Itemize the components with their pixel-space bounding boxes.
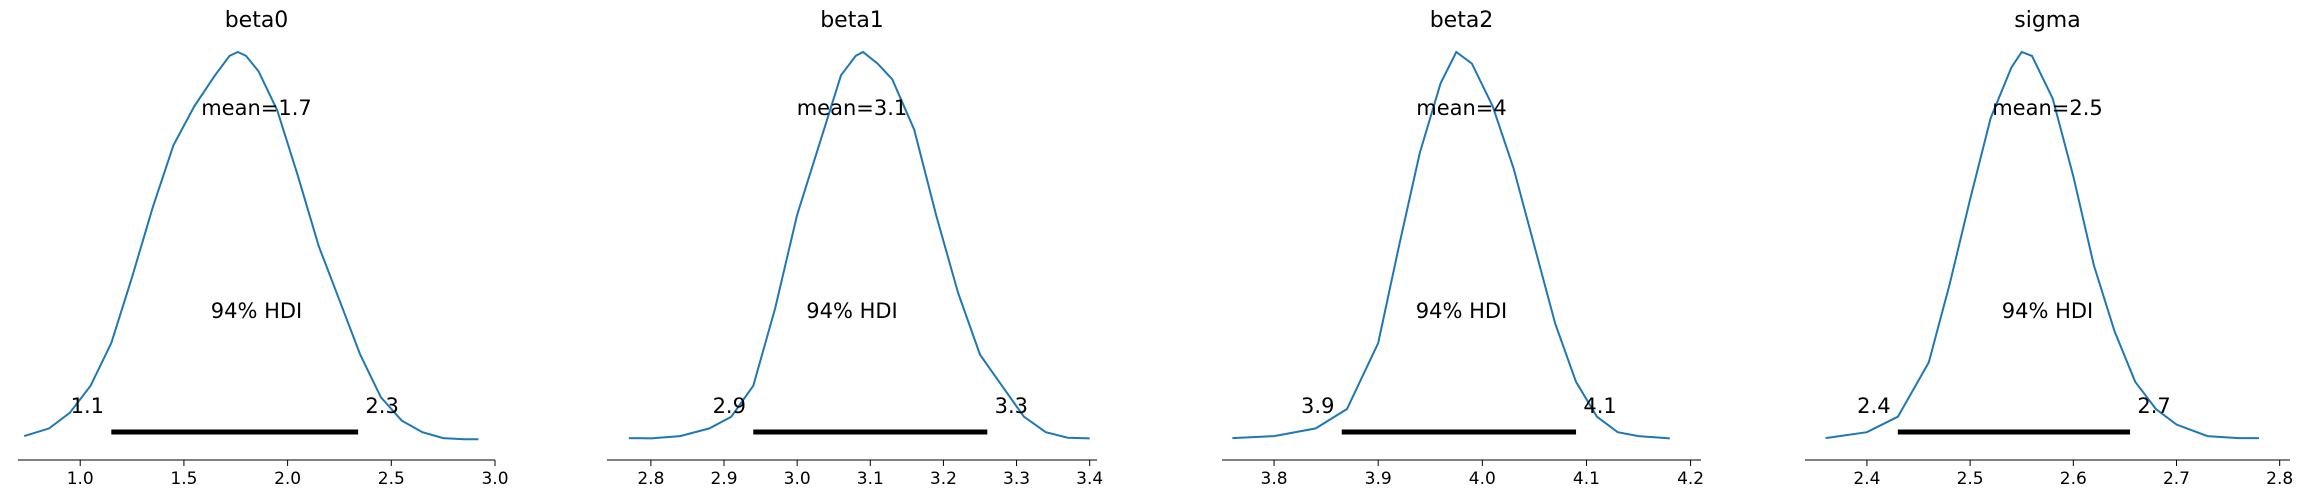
x-tick-label: 3.2 — [930, 469, 957, 489]
panel-title: beta1 — [820, 8, 884, 33]
x-tick-label: 3.8 — [1261, 469, 1288, 489]
panel-beta1: beta1 mean=3.1 94% HDI 2.9 3.3 2.8 2.9 3.0 3.1 3.… — [607, 8, 1103, 489]
x-tick-label: 3.4 — [1076, 469, 1103, 489]
hdi-lower-label: 1.1 — [71, 394, 104, 418]
x-tick-label: 2.4 — [1853, 469, 1880, 489]
x-tick-label: 4.1 — [1573, 469, 1600, 489]
hdi-label: 94% HDI — [2002, 299, 2094, 323]
x-tick-label: 1.5 — [170, 469, 197, 489]
density-line — [1825, 50, 2259, 440]
panel-beta0: beta0 mean=1.7 94% HDI 1.1 2.3 1.0 1.5 2.0 2.5 3.… — [18, 8, 509, 489]
x-tick-label: 2.7 — [2163, 469, 2190, 489]
hdi-upper-label: 2.7 — [2137, 394, 2170, 418]
density-line — [628, 50, 1090, 440]
x-tick-label: 2.6 — [2060, 469, 2087, 489]
panel-sigma: sigma mean=2.5 94% HDI 2.4 2.7 2.4 2.5 2.6 2.7 2.… — [1805, 8, 2293, 489]
x-tick-label: 4.2 — [1677, 469, 1704, 489]
x-tick-label: 3.0 — [481, 469, 508, 489]
panel-title: sigma — [2014, 8, 2080, 33]
x-tick-label: 1.0 — [67, 469, 94, 489]
mean-label: mean=1.7 — [201, 96, 312, 120]
x-tick-label: 3.9 — [1365, 469, 1392, 489]
x-tick-label: 2.5 — [1957, 469, 1984, 489]
density-line — [23, 50, 479, 441]
x-tick-label: 3.0 — [784, 469, 811, 489]
hdi-upper-label: 3.3 — [995, 394, 1028, 418]
x-tick-label: 3.3 — [1003, 469, 1030, 489]
hdi-label: 94% HDI — [1416, 299, 1508, 323]
density-line — [1232, 50, 1670, 440]
panel-beta2: beta2 mean=4 94% HDI 3.9 4.1 3.8 3.9 4.0 4.1 4.2 — [1222, 8, 1704, 489]
hdi-lower-label: 3.9 — [1301, 394, 1334, 418]
hdi-label: 94% HDI — [211, 299, 303, 323]
x-tick-label: 2.8 — [637, 469, 664, 489]
hdi-lower-label: 2.4 — [1857, 394, 1890, 418]
x-tick-label: 2.8 — [2266, 469, 2293, 489]
hdi-lower-label: 2.9 — [713, 394, 746, 418]
x-tick-label: 3.1 — [857, 469, 884, 489]
x-tick-label: 2.9 — [710, 469, 737, 489]
mean-label: mean=4 — [1416, 96, 1507, 120]
mean-label: mean=2.5 — [1992, 96, 2103, 120]
mean-label: mean=3.1 — [797, 96, 908, 120]
x-tick-label: 2.0 — [274, 469, 301, 489]
hdi-upper-label: 2.3 — [365, 394, 398, 418]
hdi-upper-label: 4.1 — [1583, 394, 1616, 418]
x-tick-label: 4.0 — [1469, 469, 1496, 489]
x-tick-label: 2.5 — [378, 469, 405, 489]
panel-title: beta0 — [225, 8, 289, 33]
panel-title: beta2 — [1430, 8, 1494, 33]
hdi-label: 94% HDI — [806, 299, 898, 323]
